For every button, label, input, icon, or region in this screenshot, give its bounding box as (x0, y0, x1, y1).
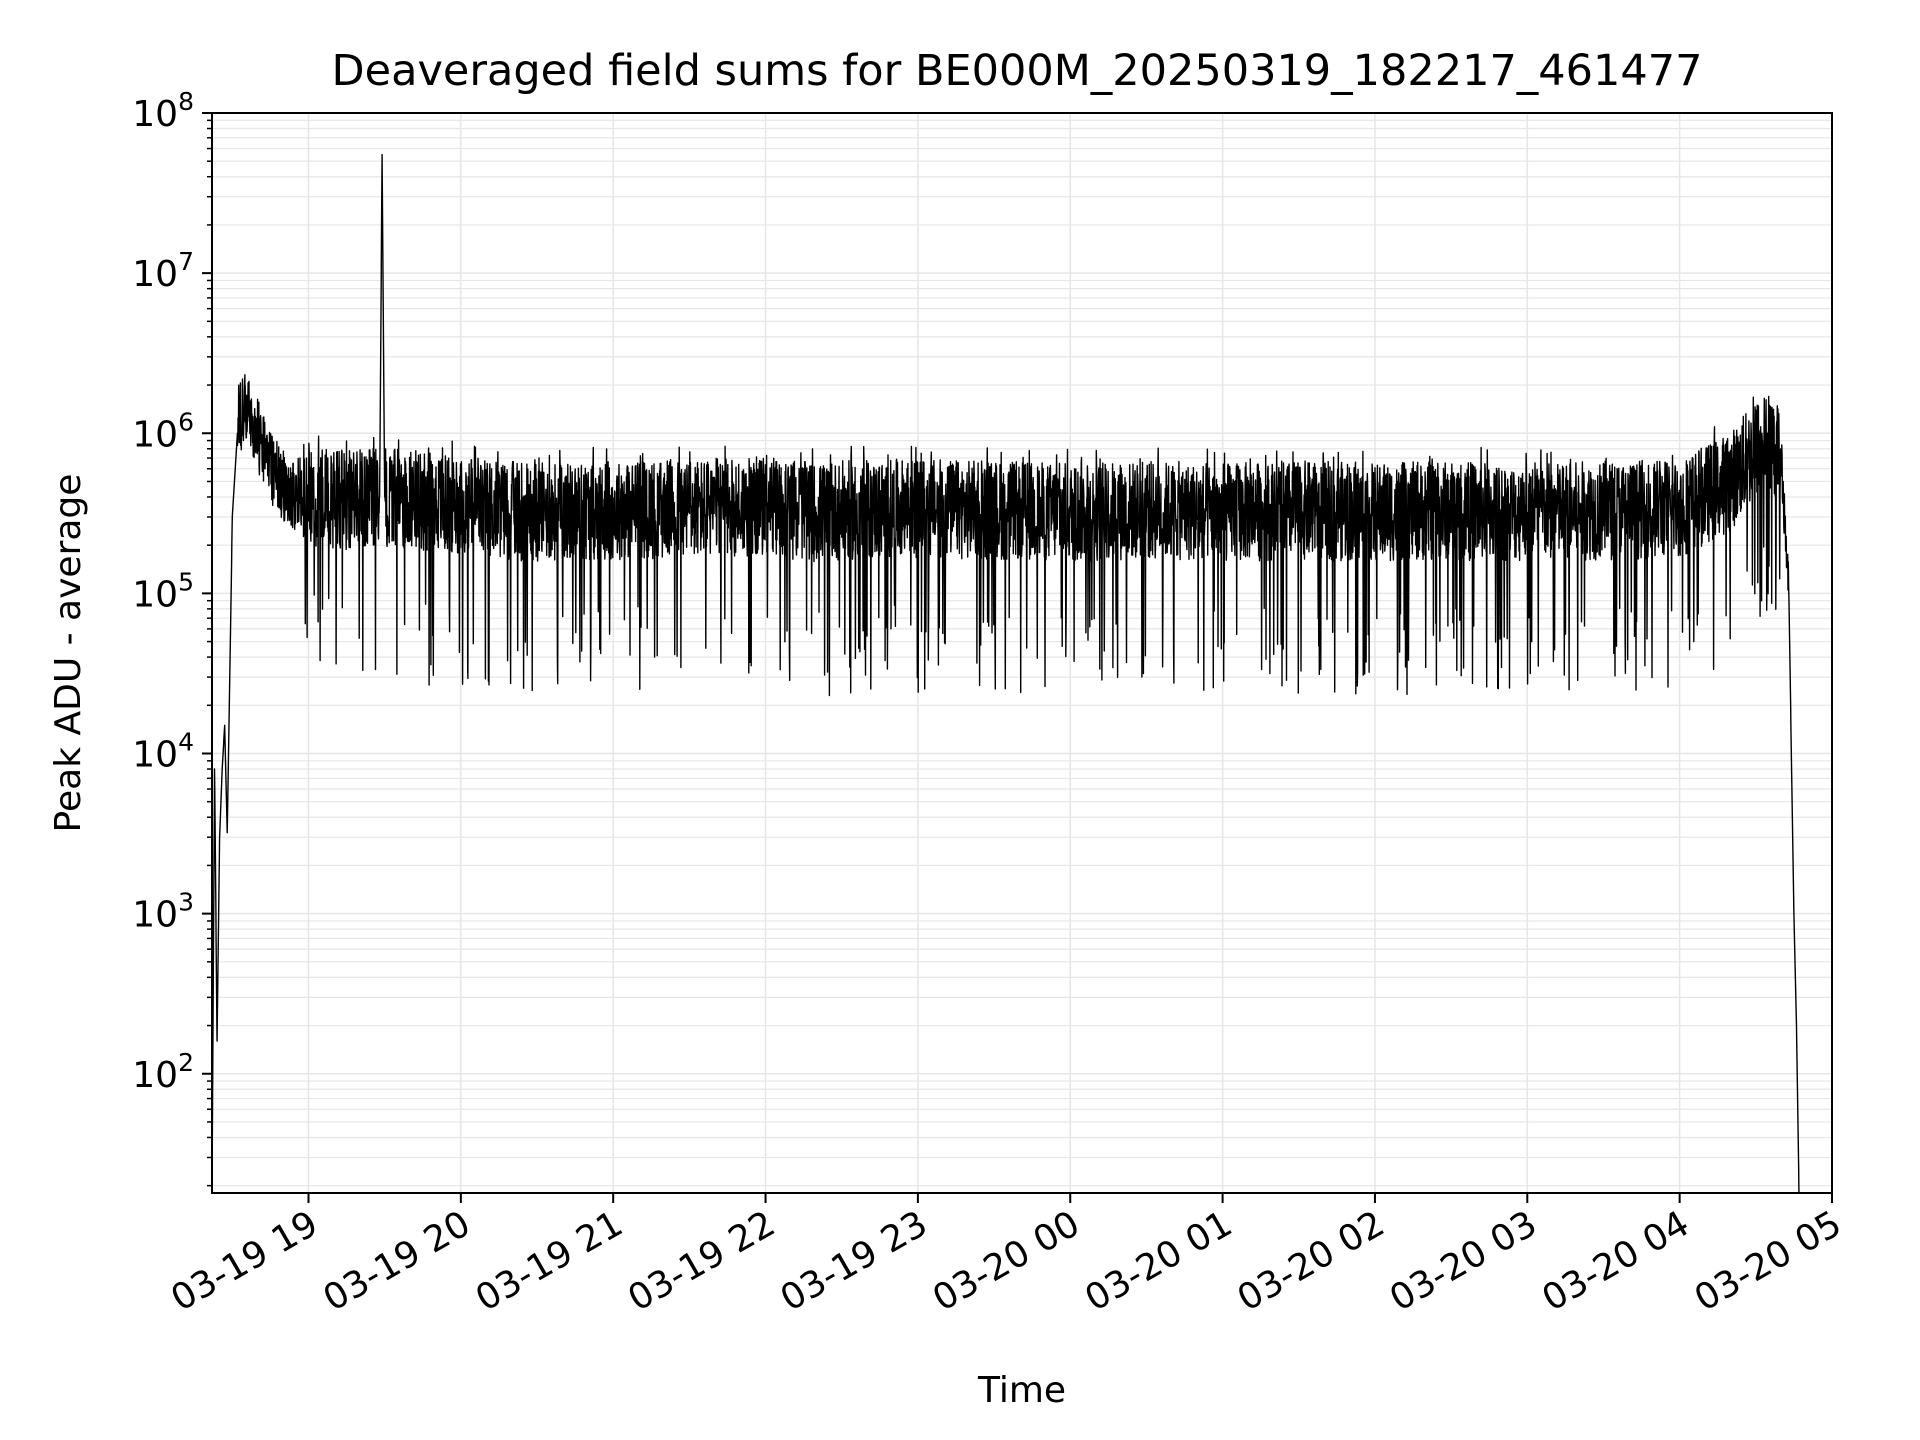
y-tick-label: 107 (132, 247, 194, 295)
x-axis-label: Time (977, 1370, 1066, 1411)
y-tick-label: 103 (132, 888, 194, 936)
series-line (212, 153, 1800, 1193)
y-tick-label: 104 (132, 728, 194, 776)
y-tick-label: 105 (132, 567, 194, 615)
y-axis: 102 103 104 105 106 107 108 (132, 87, 212, 1187)
plot-frame (211, 112, 1833, 1194)
y-axis-label: Peak ADU - average (48, 474, 89, 833)
y-tick-label: 102 (132, 1048, 194, 1096)
y-tick-label: 108 (132, 87, 194, 135)
chart-title: Deaveraged field sums for BE000M_2025031… (332, 46, 1703, 96)
y-tick-label: 106 (132, 407, 194, 455)
